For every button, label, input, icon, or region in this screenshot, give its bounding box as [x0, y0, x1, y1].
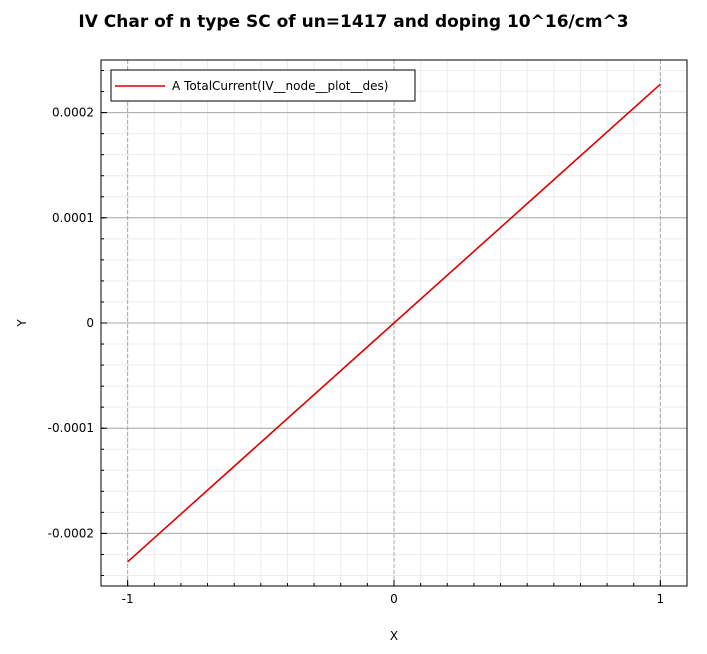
y-tick-label: 0.0001 [52, 211, 94, 225]
chart-title: IV Char of n type SC of un=1417 and dopi… [78, 12, 629, 32]
legend: A TotalCurrent(IV__node__plot__des) [110, 69, 416, 102]
axis-ticks [101, 70, 661, 586]
y-tick-label: -0.0001 [48, 421, 94, 435]
x-tick-label: 1 [657, 592, 665, 606]
tick-labels: -1 0 1 -0.0002 -0.0001 0 0.0001 0.0002 [48, 106, 665, 606]
x-tick-label: -1 [122, 592, 134, 606]
x-axis-label: X [390, 629, 398, 643]
y-tick-label: 0 [86, 316, 94, 330]
y-tick-label: -0.0002 [48, 526, 94, 540]
series-layer [127, 83, 661, 563]
y-axis-label: Y [15, 319, 29, 328]
y-tick-label: 0.0002 [52, 106, 94, 120]
x-tick-label: 0 [390, 592, 398, 606]
legend-entry: A TotalCurrent(IV__node__plot__des) [172, 79, 388, 93]
series-line [127, 83, 661, 563]
